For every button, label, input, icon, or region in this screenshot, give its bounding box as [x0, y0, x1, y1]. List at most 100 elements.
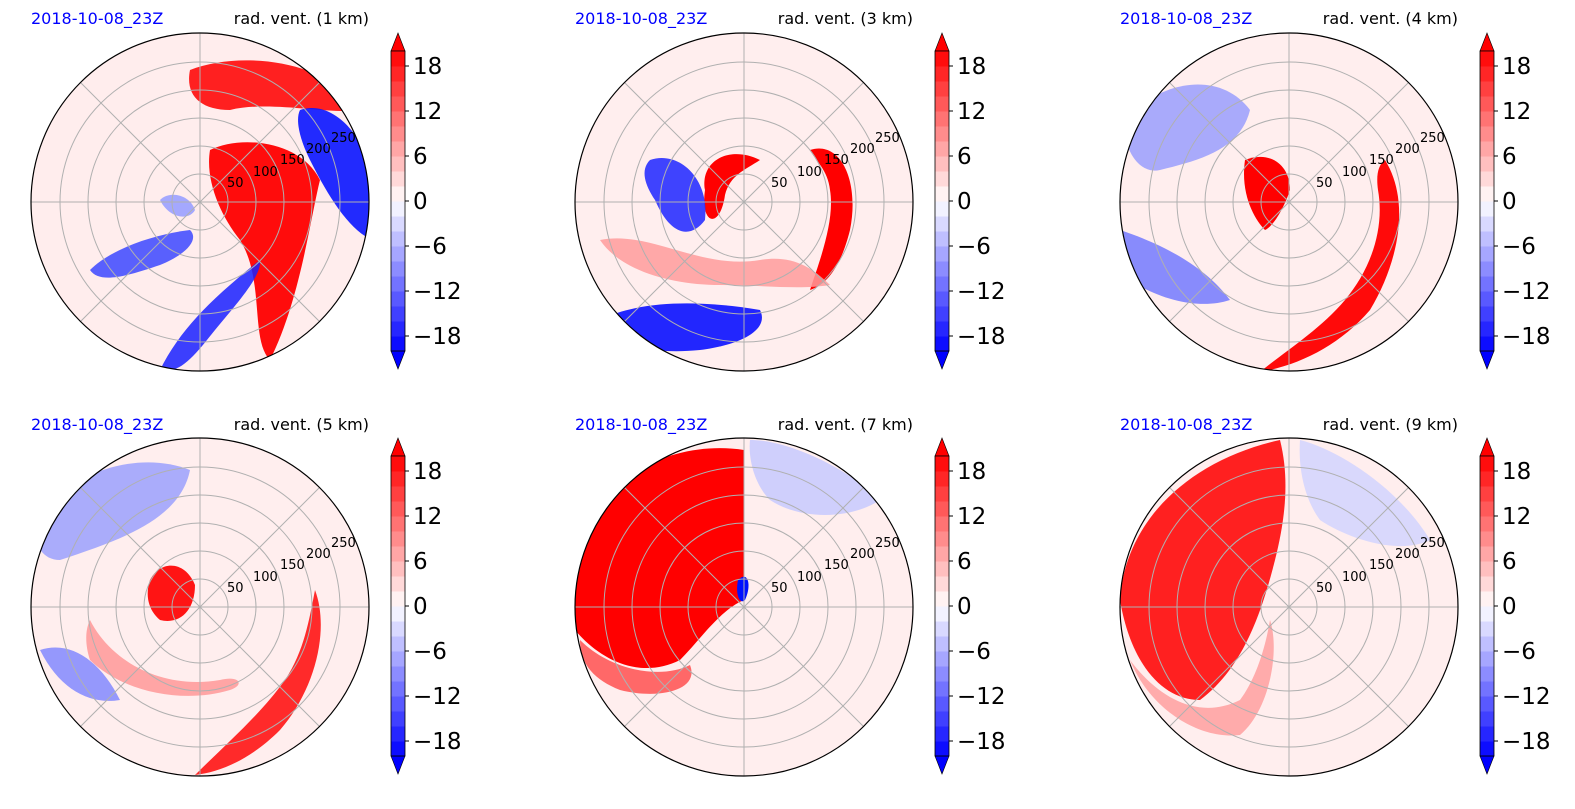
colorbar-tick-label: 6	[957, 144, 972, 170]
colorbar-tick-label: −6	[413, 639, 447, 665]
colorbar-segment	[391, 561, 405, 577]
ring-label-150: 150	[824, 558, 849, 573]
colorbar-segment	[1480, 156, 1494, 172]
colorbar-tick-label: −18	[413, 324, 462, 350]
colorbar-segment	[1480, 666, 1494, 682]
ring-label-50: 50	[1316, 176, 1333, 191]
colorbar-segment	[391, 321, 405, 337]
colorbar-segment	[391, 276, 405, 292]
ring-label-100: 100	[1342, 165, 1367, 180]
colorbar-segment	[1480, 186, 1494, 202]
colorbar-tick-label: −12	[1502, 279, 1551, 305]
panel-1-negative-band-southwest	[160, 260, 261, 371]
colorbar-segment	[391, 81, 405, 97]
colorbar-segment	[935, 591, 949, 607]
colorbar-segment	[1480, 681, 1494, 697]
colorbar-segment	[1480, 336, 1494, 352]
ring-label-100: 100	[253, 165, 278, 180]
ring-label-50: 50	[227, 581, 244, 596]
colorbar-extend-min-arrow	[390, 350, 406, 370]
colorbar-tick-label: 0	[957, 189, 972, 215]
ring-label-200: 200	[850, 547, 875, 562]
colorbar-tick-label: 0	[957, 594, 972, 620]
panel-3-field	[1120, 84, 1400, 371]
panel-4-negative-west	[40, 647, 120, 701]
ring-label-150: 150	[280, 153, 305, 168]
ring-label-50: 50	[1316, 581, 1333, 596]
panel-5-date: 2018-10-08_23Z	[575, 415, 707, 435]
colorbar-segment	[391, 291, 405, 307]
panel-6-title: rad. vent. (9 km)	[1323, 415, 1458, 434]
colorbar-segment	[935, 531, 949, 547]
colorbar-segment	[935, 666, 949, 682]
colorbar-segment	[935, 66, 949, 82]
panel-5-title: rad. vent. (7 km)	[778, 415, 913, 434]
ring-label-250: 250	[331, 536, 356, 551]
ring-label-250: 250	[1420, 536, 1445, 551]
colorbar-tick-label: 12	[413, 99, 442, 125]
colorbar-segment	[391, 726, 405, 742]
colorbar-segment	[1480, 81, 1494, 97]
colorbar-5: 18 12 6 0 −6 −12 −18	[934, 437, 1006, 775]
colorbar-tick-label: −6	[1502, 234, 1536, 260]
panel-4-frame	[30, 437, 370, 777]
panel-2-title: rad. vent. (3 km)	[778, 9, 913, 28]
colorbar-segment	[391, 261, 405, 277]
colorbar-segment	[391, 306, 405, 322]
colorbar-segment	[1480, 291, 1494, 307]
colorbar-segment	[391, 621, 405, 637]
panel-3: 2018-10-08_23Z rad. vent. (4 km) 50 100 …	[1119, 9, 1551, 372]
colorbar-segment	[935, 696, 949, 712]
colorbar-segment	[391, 546, 405, 562]
colorbar-segment	[391, 111, 405, 127]
panel-1-ring-labels: 50 100 150 200 250	[227, 131, 356, 191]
colorbar-segment	[935, 741, 949, 757]
colorbar-extend-max-arrow	[1479, 32, 1495, 52]
colorbar-segment	[391, 591, 405, 607]
colorbar-segment	[391, 246, 405, 262]
colorbar-tick-label: 18	[957, 459, 986, 485]
colorbar-segment	[935, 156, 949, 172]
colorbar-tick-label: 6	[1502, 549, 1517, 575]
ring-label-200: 200	[306, 547, 331, 562]
panel-5-negative-north	[749, 440, 880, 515]
panel-1-frame	[30, 32, 370, 372]
colorbar-segment	[1480, 321, 1494, 337]
colorbar-segment	[935, 606, 949, 622]
panel-4-positive-arc	[195, 590, 321, 775]
panel-5-frame	[574, 437, 914, 777]
colorbar-segment	[1480, 261, 1494, 277]
colorbar-segment	[391, 636, 405, 652]
colorbar-segment	[391, 576, 405, 592]
colorbar-segment	[935, 711, 949, 727]
panel-6-grid	[1120, 438, 1458, 776]
colorbar-segment	[391, 711, 405, 727]
panel-4-grid	[31, 438, 369, 776]
colorbar-segment	[391, 471, 405, 487]
colorbar-segment	[1480, 171, 1494, 187]
colorbar-segment	[935, 456, 949, 472]
panel-5-positive-lighter	[580, 640, 692, 694]
colorbar-segment	[391, 156, 405, 172]
colorbar-segment	[935, 141, 949, 157]
colorbar-segment	[1480, 486, 1494, 502]
colorbar-tick-label: −12	[413, 279, 462, 305]
colorbar-segment	[935, 336, 949, 352]
colorbar-tick-label: 18	[1502, 54, 1531, 80]
colorbar-segment	[1480, 126, 1494, 142]
colorbar-tick-label: 12	[413, 504, 442, 530]
colorbar-extend-min-arrow	[934, 350, 950, 370]
ring-label-50: 50	[771, 176, 788, 191]
panel-1-light-negative-patch	[160, 194, 195, 217]
colorbar-tick-label: −12	[957, 684, 1006, 710]
colorbar-segment	[391, 696, 405, 712]
colorbar-segment	[391, 651, 405, 667]
panel-2-positive-arc-east	[810, 148, 853, 290]
colorbar-segment	[1480, 741, 1494, 757]
colorbar-tick-label: −6	[413, 234, 447, 260]
colorbar-segment	[1480, 306, 1494, 322]
colorbar-segment	[1480, 711, 1494, 727]
colorbar-segment	[1480, 621, 1494, 637]
colorbar-segment	[935, 306, 949, 322]
